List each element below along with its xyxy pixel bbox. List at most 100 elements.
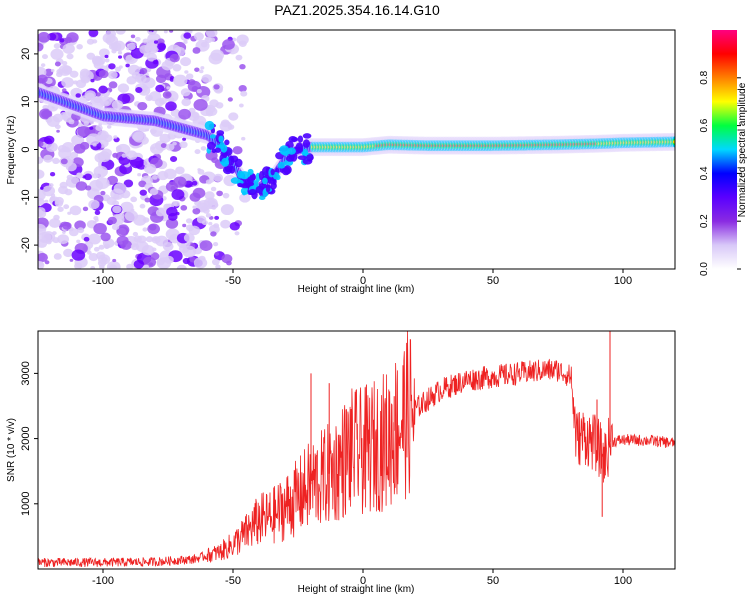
spectrogram-noise-blob	[156, 258, 165, 266]
spectrogram-noise-blob	[83, 173, 93, 181]
spectrogram-noise-blob	[240, 90, 248, 97]
spectrogram-noise-blob	[241, 136, 246, 141]
spectrogram-noise-blob	[106, 196, 117, 206]
colorbar-tick-label: 0.8	[699, 70, 710, 84]
spectrogram-ridge-blob	[277, 161, 286, 169]
spectrogram-noise-blob	[198, 69, 204, 74]
spectrogram-y-axis: -20 -10 0 10 20	[20, 48, 38, 253]
spectrogram-noise-blob	[53, 253, 62, 260]
spectrogram-noise-blob	[38, 42, 44, 52]
spectrogram-noise-blob	[232, 146, 243, 155]
spectrogram-noise-blob	[139, 203, 146, 209]
spectrogram-noise-blob	[109, 97, 114, 102]
spectrogram-y-tick-label: 20	[20, 48, 32, 60]
spectrogram-noise-blob	[126, 263, 134, 269]
spectrogram-noise-blob	[208, 221, 213, 226]
spectrogram-noise-blob	[112, 205, 122, 214]
spectrogram-noise-blob	[75, 181, 88, 191]
spectrogram-noise-blob	[214, 215, 220, 220]
spectrogram-noise-blob	[64, 36, 73, 44]
spectrogram-noise-blob	[191, 180, 198, 186]
spectrogram-noise-blob	[165, 143, 175, 151]
spectrogram-noise-blob	[179, 141, 188, 149]
spectrogram-noise-blob	[239, 193, 251, 203]
spectrogram-noise-blob	[184, 70, 189, 74]
spectrogram-noise-blob	[54, 61, 61, 67]
spectrogram-noise-blob	[160, 143, 167, 148]
spectrogram-x-tick-label: -50	[225, 275, 241, 287]
spectrogram-noise-blob	[100, 190, 106, 196]
spectrogram-noise-blob	[149, 188, 159, 196]
chart-title: PAZ1.2025.354.16.14.G10	[274, 2, 440, 18]
spectrogram-noise-blob	[80, 75, 91, 84]
spectrogram-y-label: Frequency (Hz)	[6, 116, 17, 185]
spectrogram-noise-blob	[209, 99, 219, 108]
spectrogram-x-tick-label: 0	[360, 275, 366, 287]
spectrogram-noise-blob	[197, 169, 205, 175]
spectrogram-noise-blob	[58, 64, 72, 76]
spectrogram-noise-blob	[57, 206, 64, 212]
spectrogram-noise-blob	[138, 180, 147, 188]
spectrogram-noise-blob	[52, 157, 60, 165]
spectrogram-noise-blob	[139, 44, 151, 54]
spectrogram-noise-blob	[200, 41, 208, 48]
spectrogram-noise-blob	[105, 38, 111, 43]
spectrogram-noise-blob	[38, 261, 45, 269]
spectrogram-ridge-blob	[291, 137, 299, 142]
spectrogram-noise-blob	[98, 244, 105, 250]
spectrogram-noise-blob	[61, 77, 74, 88]
spectrogram-noise-blob	[144, 264, 149, 269]
spectrogram-noise-blob	[205, 110, 210, 115]
spectrogram-noise-blob	[98, 85, 108, 94]
spectrogram-noise-blob	[40, 63, 46, 67]
snr-plot	[38, 331, 675, 568]
spectrogram-ridge-blob	[204, 120, 215, 131]
spectrogram-noise-blob	[106, 175, 118, 185]
spectrogram-ridge-blob	[267, 177, 276, 184]
spectrogram-noise-blob	[76, 44, 83, 50]
spectrogram-noise-blob	[86, 52, 96, 60]
spectrogram-noise-blob	[213, 173, 224, 182]
spectrogram-noise-blob	[111, 224, 120, 231]
spectrogram-noise-blob	[62, 43, 75, 54]
spectrogram-noise-blob	[56, 129, 60, 133]
spectrogram-noise-blob	[166, 206, 178, 217]
spectrogram-noise-blob	[49, 172, 56, 177]
spectrogram-noise-blob	[185, 218, 193, 224]
spectrogram-noise-blob	[127, 42, 136, 50]
spectrogram-noise-blob	[189, 192, 201, 202]
spectrogram-noise-blob	[44, 199, 49, 203]
spectrogram-noise-blob	[42, 54, 48, 60]
spectrogram-ridge-blob	[221, 157, 230, 167]
spectrogram-noise-blob	[86, 38, 95, 45]
spectrogram-noise-blob	[235, 54, 243, 61]
spectrogram-noise-blob	[192, 205, 197, 209]
spectrogram-noise-blob	[193, 99, 208, 111]
spectrogram-noise-blob	[38, 207, 46, 216]
spectrogram-noise-blob	[62, 230, 66, 234]
spectrogram-noise-blob	[175, 211, 180, 216]
snr-x-axis: -100 -50 0 50 100	[92, 569, 632, 587]
spectrogram-noise-blob	[77, 227, 85, 234]
spectrogram-y-tick-label: 10	[20, 96, 32, 108]
spectrogram-noise-blob	[100, 232, 111, 242]
spectrogram-noise-blob	[69, 70, 79, 78]
spectrogram-noise-blob	[194, 149, 201, 155]
spectrogram-noise-blob	[62, 146, 70, 153]
spectrogram-noise-blob	[107, 70, 118, 80]
spectrogram-noise-blob	[162, 241, 174, 251]
spectrogram-noise-blob	[145, 236, 154, 243]
spectrogram-noise-blob	[63, 248, 74, 258]
spectrogram-noise-blob	[115, 30, 126, 35]
spectrogram-noise-blob	[115, 145, 122, 151]
spectrogram-noise-blob	[165, 218, 179, 229]
spectrogram-ridge-blob	[247, 168, 254, 176]
spectrogram-noise-blob	[183, 32, 192, 39]
spectrogram-noise-blob	[43, 135, 55, 145]
spectrogram-noise-blob	[161, 60, 174, 71]
colorbar: 0.0 0.2 0.4 0.6 0.8 Normalized spectral ampl…	[699, 30, 748, 276]
spectrogram-noise-blob	[38, 156, 44, 164]
snr-series-line	[38, 331, 675, 568]
spectrogram-noise-blob	[201, 74, 213, 83]
